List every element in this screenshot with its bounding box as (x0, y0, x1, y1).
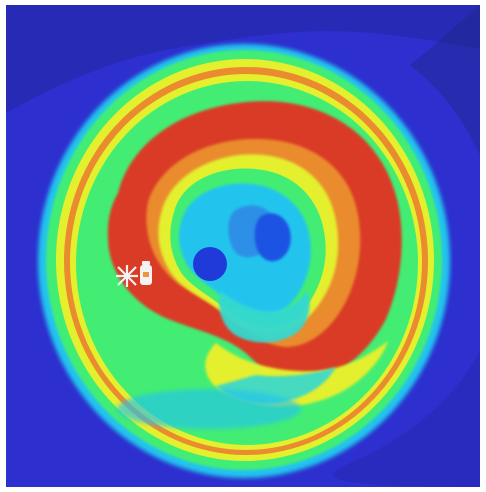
asterisk-x-icon (116, 265, 138, 287)
right-dark-patch (410, 5, 480, 155)
corneal-map (38, 44, 450, 478)
thickness-map (6, 5, 480, 487)
top-dark-patch (6, 5, 480, 113)
bottom-right-dark-patch (333, 351, 480, 487)
blue-patch-right (254, 213, 291, 262)
bottle-icon (140, 261, 152, 285)
lower-halo (117, 389, 301, 429)
deep-blue-spot (193, 247, 227, 281)
teal-lower-center (218, 291, 310, 343)
